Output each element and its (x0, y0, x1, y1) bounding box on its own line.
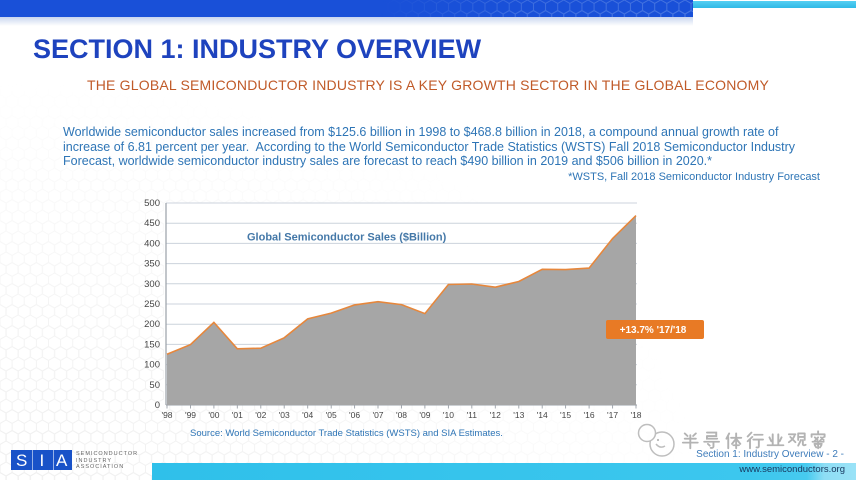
svg-text:100: 100 (144, 360, 160, 371)
svg-text:0: 0 (155, 400, 160, 411)
svg-text:250: 250 (144, 299, 160, 310)
svg-text:'05: '05 (326, 410, 337, 420)
svg-text:'12: '12 (490, 410, 501, 420)
svg-text:200: 200 (144, 319, 160, 330)
svg-text:'14: '14 (537, 410, 548, 420)
svg-text:'98: '98 (161, 410, 172, 420)
svg-text:150: 150 (144, 339, 160, 350)
svg-text:500: 500 (144, 198, 160, 209)
svg-text:'10: '10 (443, 410, 454, 420)
svg-text:'07: '07 (372, 410, 383, 420)
svg-text:'15: '15 (560, 410, 571, 420)
svg-text:'17: '17 (607, 410, 618, 420)
svg-text:'03: '03 (279, 410, 290, 420)
svg-text:'01: '01 (232, 410, 243, 420)
svg-text:450: 450 (144, 218, 160, 229)
svg-text:+13.7% '17/'18: +13.7% '17/'18 (620, 325, 687, 336)
svg-text:'16: '16 (584, 410, 595, 420)
svg-text:'99: '99 (185, 410, 196, 420)
svg-text:'06: '06 (349, 410, 360, 420)
svg-text:300: 300 (144, 279, 160, 290)
svg-text:'18: '18 (630, 410, 641, 420)
svg-text:'11: '11 (467, 410, 478, 420)
svg-text:'09: '09 (419, 410, 430, 420)
svg-text:50: 50 (149, 380, 160, 391)
svg-text:'04: '04 (302, 410, 313, 420)
svg-text:Global Semiconductor Sales ($B: Global Semiconductor Sales ($Billion) (247, 232, 447, 244)
svg-text:'02: '02 (255, 410, 266, 420)
svg-text:'08: '08 (396, 410, 407, 420)
svg-text:400: 400 (144, 238, 160, 249)
svg-text:'00: '00 (208, 410, 219, 420)
svg-text:'13: '13 (513, 410, 524, 420)
svg-text:350: 350 (144, 259, 160, 270)
